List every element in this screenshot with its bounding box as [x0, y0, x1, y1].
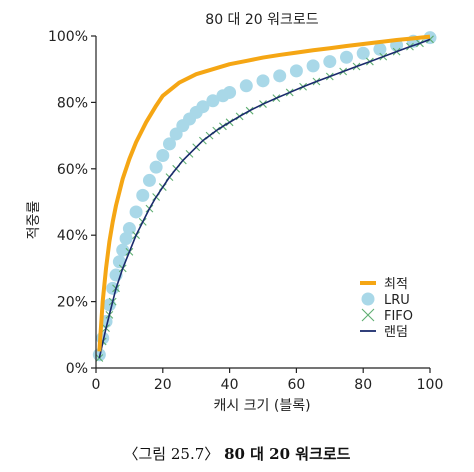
lru-point: [356, 46, 370, 60]
lru-point: [142, 173, 156, 187]
legend-label: 랜덤: [384, 325, 408, 340]
lru-point: [256, 74, 270, 88]
x-tick-label: 20: [154, 377, 172, 393]
lru-point: [196, 100, 210, 114]
series-line: [97, 34, 431, 352]
figure-caption: 〈그림 25.7〉 80 대 20 워크로드: [0, 443, 474, 464]
legend-item-2: FIFO: [361, 308, 413, 324]
lru-point: [136, 188, 150, 202]
lru-point: [373, 42, 387, 56]
legend-swatch: [361, 292, 375, 306]
legend-label: LRU: [384, 293, 410, 308]
lru-point: [273, 69, 287, 83]
lru-point: [112, 255, 126, 269]
chart-title: 80 대 20 워크로드: [205, 12, 318, 28]
x-tick-label: 80: [354, 377, 372, 393]
legend-item-0: 최적: [360, 277, 408, 292]
caption-prefix: 〈그림 25.7〉: [123, 445, 220, 463]
lru-point: [306, 59, 320, 73]
lru-point: [206, 94, 220, 108]
series-3: [98, 38, 431, 359]
series-line: [98, 38, 431, 359]
legend-item-3: 랜덤: [360, 325, 408, 340]
chart: 80 대 20 워크로드 0 20 40 60 80 100 0% 20% 40% 60% 80% 1…: [26, 12, 443, 414]
y-tick-label: 40%: [57, 228, 88, 244]
plot-area: [92, 31, 437, 362]
axes: 0 20 40 60 80 100 0% 20% 40% 60% 80% 100%: [48, 29, 443, 393]
lru-point: [340, 50, 353, 64]
y-tick-label: 60%: [57, 162, 88, 178]
lru-point: [289, 64, 303, 78]
legend-swatch: [361, 308, 375, 322]
legend-item-1: LRU: [361, 292, 410, 308]
y-tick-label: 100%: [48, 29, 88, 45]
y-axis-label: 적중률: [26, 201, 42, 240]
x-tick-label: 100: [417, 377, 444, 393]
lru-point: [116, 243, 130, 257]
series-0: [97, 34, 431, 352]
legend-label: 최적: [384, 277, 408, 292]
x-tick-label: 60: [287, 377, 305, 393]
y-tick-label: 20%: [57, 295, 88, 311]
lru-point: [149, 160, 163, 174]
caption-text: 80 대 20 워크로드: [224, 445, 351, 463]
lru-point: [129, 205, 143, 219]
lru-point: [239, 79, 253, 93]
x-tick-label: 40: [221, 377, 239, 393]
y-tick-label: 80%: [57, 95, 88, 111]
lru-point: [119, 232, 133, 246]
x-axis-label: 캐시 크기 (블록): [213, 398, 310, 414]
lru-point: [156, 149, 170, 163]
legend-label: FIFO: [384, 309, 413, 324]
lru-point: [323, 55, 337, 69]
lru-point: [223, 85, 237, 99]
lru-point: [162, 137, 176, 151]
x-tick-label: 0: [92, 377, 101, 393]
y-tick-label: 0%: [66, 361, 88, 377]
